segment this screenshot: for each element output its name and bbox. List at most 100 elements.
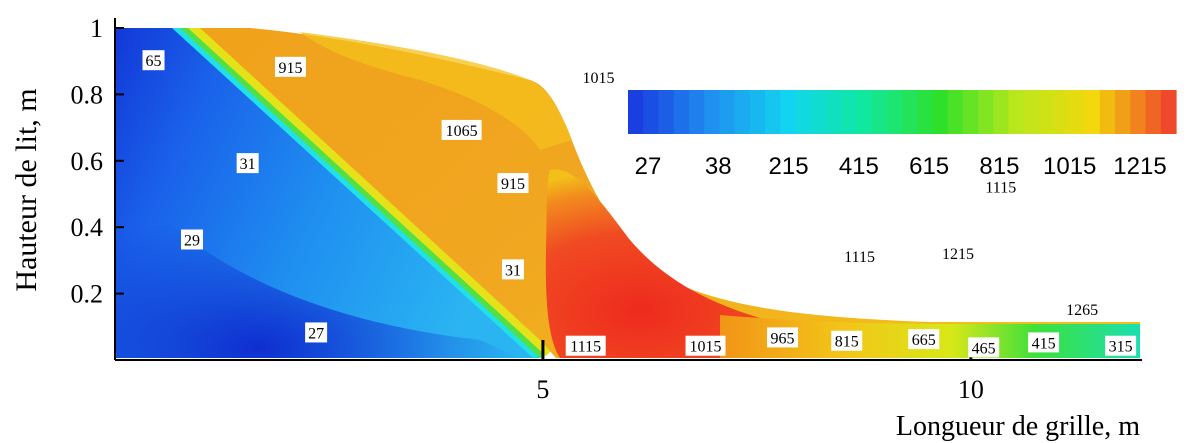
contour-label: 315 [1105,335,1137,356]
colorbar-swatch [978,90,994,134]
front-green [180,28,550,358]
contour-label: 1115 [980,176,1021,197]
svg-text:29: 29 [184,232,200,249]
svg-text:31: 31 [240,156,256,173]
svg-text:1115: 1115 [844,249,875,266]
y-tick-label: 0.2 [71,280,104,309]
svg-text:1115: 1115 [570,339,601,356]
y-tick-label: 1 [90,14,103,43]
contour-label: 1215 [937,242,978,263]
x-tick-label: 5 [536,375,549,404]
colorbar-swatch [1099,90,1116,134]
colorbar-swatch [734,90,751,134]
colorbar-label: 615 [909,153,949,180]
y-tick-label: 0.8 [71,80,104,109]
colorbar-swatch [993,90,1010,134]
contour-label: 27 [305,322,328,343]
svg-text:915: 915 [278,60,302,77]
svg-text:315: 315 [1109,339,1133,356]
hot-bed [200,28,1140,358]
contour-label: 915 [274,56,306,77]
svg-text:965: 965 [771,330,795,347]
colorbar-swatch [658,90,675,134]
colorbar-swatch [1008,90,1025,134]
colorbar-swatch [1115,90,1131,134]
svg-text:1215: 1215 [942,246,974,263]
colorbar-swatch [856,90,873,134]
colorbar-swatch [719,90,736,134]
x-axis-label: Longueur de grille, m [896,411,1140,442]
contour-label: 915 [497,173,529,194]
colorbar-label: 38 [705,153,732,180]
contour-label: 1065 [441,119,482,140]
contour-label: 465 [968,337,1000,358]
contour-label: 815 [831,330,863,351]
svg-text:465: 465 [972,340,996,357]
colorbar-swatch [1039,90,1055,134]
colorbar-swatch [1145,90,1162,134]
contour-label: 31 [236,153,259,174]
contour-label: 65 [142,50,165,71]
contour-label: 665 [908,329,940,350]
colorbar-legend: 27 38 215 415 615 815 1015 1215 [628,90,1177,180]
colorbar-swatch [1084,90,1101,134]
svg-text:31: 31 [505,262,521,279]
contour-label: 1115 [565,335,606,356]
svg-text:815: 815 [835,334,859,351]
yellow-upper [300,32,572,150]
colorbar-swatch [795,90,812,134]
colorbar-label: 1015 [1043,153,1096,180]
colorbar-swatch [841,90,857,134]
colorbar-swatch [1069,90,1086,134]
contour-label: 29 [181,229,204,250]
colorbar-swatch [688,90,705,134]
colorbar-swatch [886,90,903,134]
colorbar-swatch [765,90,781,134]
flame-zone [545,169,860,358]
svg-text:415: 415 [1032,335,1056,352]
colorbar-swatch [917,90,934,134]
svg-text:915: 915 [501,176,525,193]
colorbar-swatch [902,90,918,134]
svg-text:665: 665 [912,332,936,349]
svg-text:1015: 1015 [690,339,722,356]
cold-zone-core [115,150,520,358]
svg-text:1265: 1265 [1066,302,1098,319]
colorbar-label: 815 [979,153,1019,180]
contour-label: 1015 [685,335,726,356]
svg-text:1065: 1065 [446,123,478,140]
colorbar-swatch [628,90,644,134]
svg-text:1015: 1015 [583,70,615,87]
contour-label: 965 [767,327,799,348]
colorbar-swatch [962,90,979,134]
colorbar-label: 1215 [1113,153,1166,180]
front-yellow [188,28,556,356]
contour-label: 1265 [1062,299,1103,320]
contour-label: 31 [501,259,524,280]
colorbar-swatch [947,90,964,134]
colorbar-swatch [1054,90,1071,134]
colorbar-swatch [932,90,949,134]
svg-text:27: 27 [308,325,324,342]
colorbar-label: 215 [769,153,809,180]
colorbar-swatch [1023,90,1040,134]
colorbar-label: 415 [839,153,879,180]
colorbar-swatch [704,90,720,134]
contour-label: 415 [1028,332,1060,353]
colorbar-swatch [825,90,842,134]
contour-label: 1115 [839,246,880,267]
y-tick-label: 0.4 [71,213,104,242]
colorbar-label: 27 [635,153,662,180]
colorbar-swatch [871,90,888,134]
y-axis-label: Hauteur de lit, m [10,88,43,291]
y-tick-label: 0.6 [71,147,104,176]
colorbar-swatch [673,90,690,134]
contour-label: 1015 [578,66,619,87]
colorbar-swatch [1130,90,1147,134]
x-tick-label: 10 [958,375,984,404]
svg-text:1115: 1115 [985,179,1016,196]
colorbar-swatch [1160,90,1177,134]
colorbar-swatch [749,90,766,134]
colorbar-swatch [780,90,797,134]
